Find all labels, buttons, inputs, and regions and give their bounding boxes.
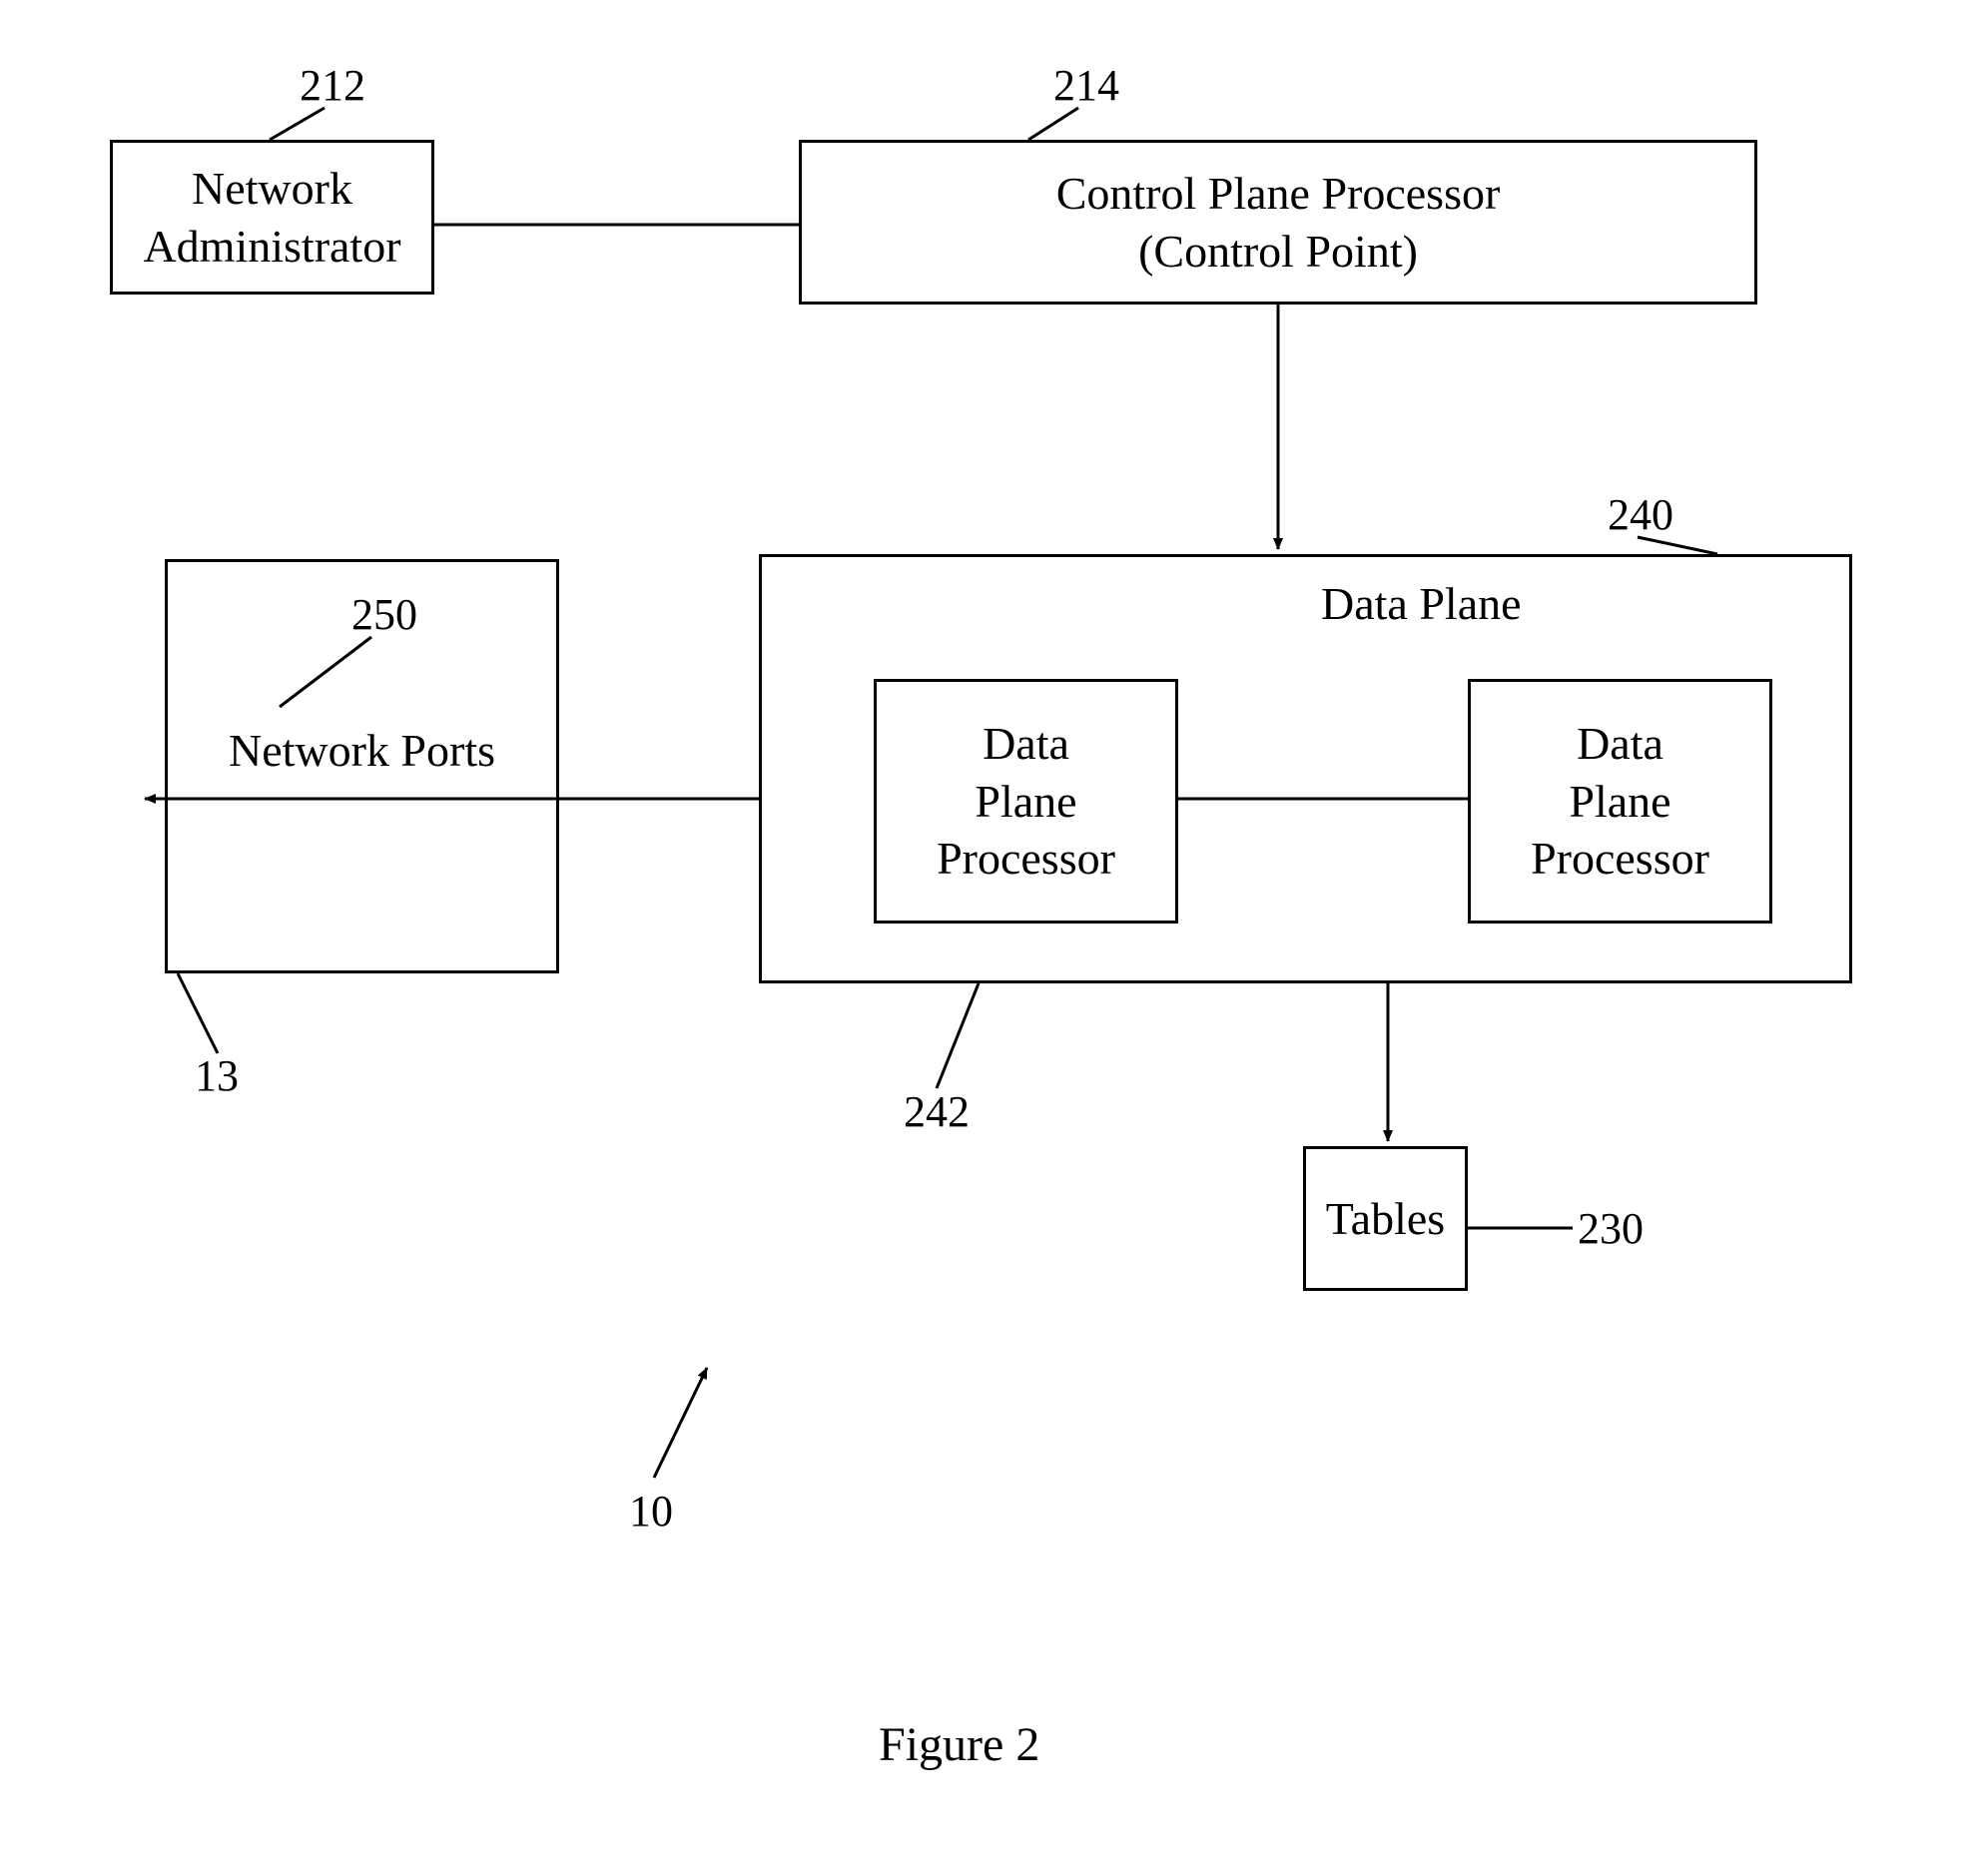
control-plane-processor-text: Control Plane Processor (Control Point) (1056, 165, 1501, 280)
network-administrator-text: Network Administrator (143, 160, 400, 275)
tables-text: Tables (1326, 1190, 1445, 1248)
network-ports-text: Network Ports (229, 722, 495, 780)
leader-214 (1028, 108, 1078, 140)
ref-240: 240 (1608, 489, 1673, 540)
tables-box: Tables (1303, 1146, 1468, 1291)
leader-242 (937, 983, 979, 1088)
data-plane-processor-1-text: Data Plane Processor (937, 715, 1115, 888)
leader-212 (270, 108, 325, 140)
ref-250: 250 (351, 589, 417, 640)
ref-242: 242 (904, 1086, 970, 1137)
diagram-container: Network Administrator Control Plane Proc… (0, 0, 1988, 1863)
ref-212: 212 (300, 60, 365, 111)
control-plane-processor-box: Control Plane Processor (Control Point) (799, 140, 1757, 305)
figure-caption: Figure 2 (879, 1717, 1039, 1772)
data-plane-title: Data Plane (1321, 575, 1522, 633)
ref-230: 230 (1578, 1203, 1644, 1254)
leader-10 (654, 1368, 707, 1478)
ref-214: 214 (1053, 60, 1119, 111)
ref-13: 13 (195, 1050, 239, 1101)
leader-13 (178, 973, 218, 1053)
ref-10: 10 (629, 1486, 673, 1537)
data-plane-processor-2-text: Data Plane Processor (1531, 715, 1709, 888)
data-plane-processor-1-box: Data Plane Processor (874, 679, 1178, 924)
data-plane-processor-2-box: Data Plane Processor (1468, 679, 1772, 924)
network-administrator-box: Network Administrator (110, 140, 434, 295)
